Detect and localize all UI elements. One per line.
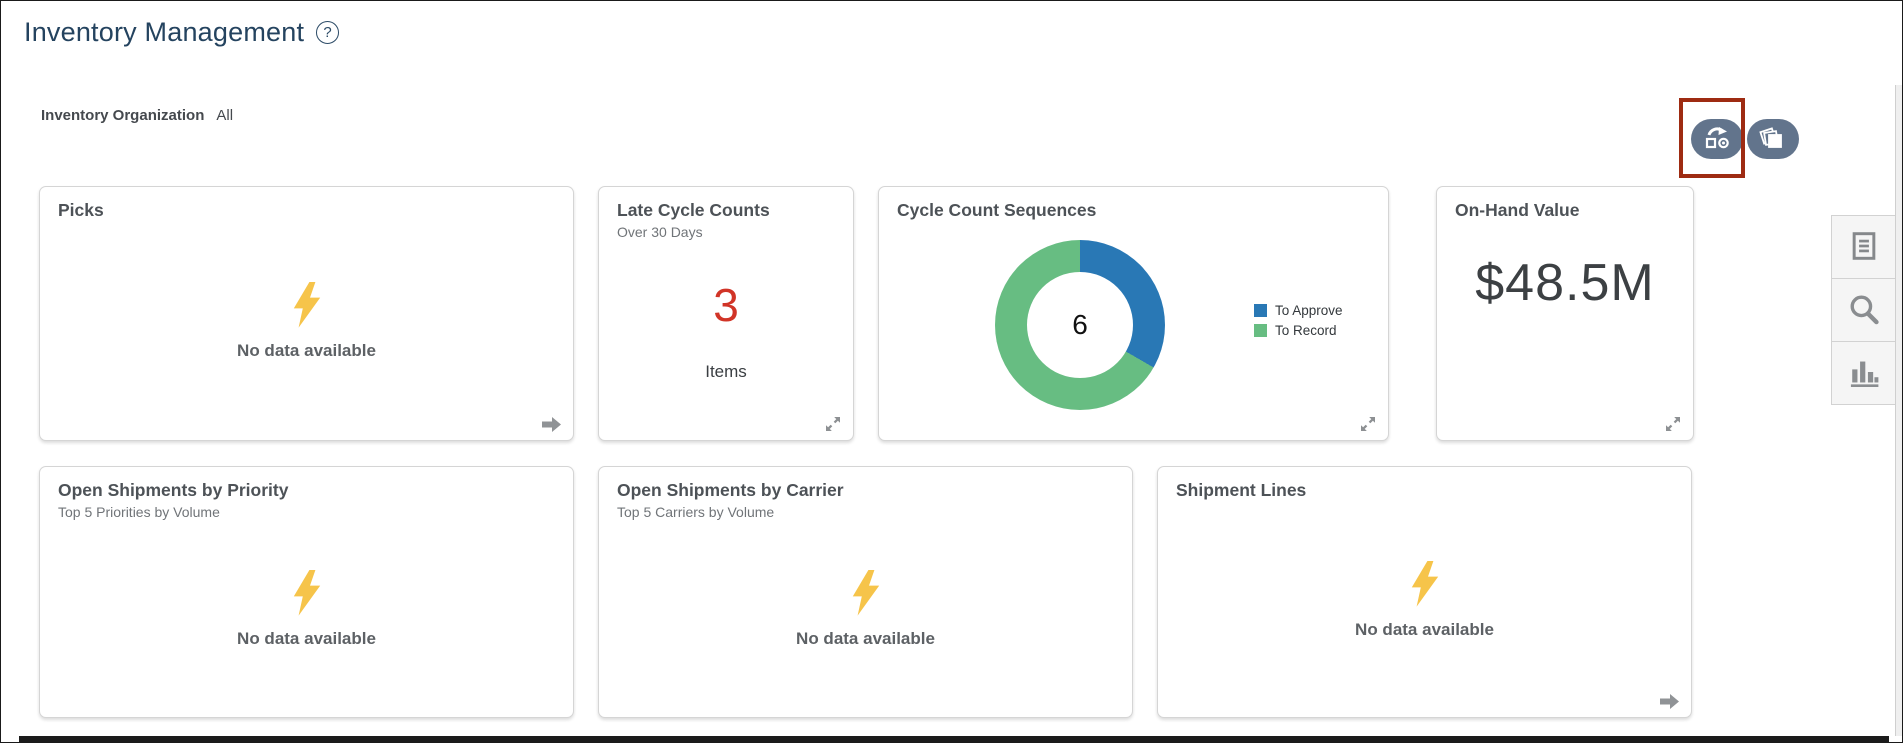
no-data-text: No data available — [237, 341, 376, 360]
card-title: Shipment Lines — [1176, 480, 1307, 500]
right-scrollbar-track[interactable] — [1895, 85, 1902, 736]
open-shipments-by-carrier-card[interactable]: Open Shipments by Carrier Top 5 Carriers… — [598, 466, 1133, 718]
shipment-lines-card[interactable]: Shipment Lines No data available — [1157, 466, 1692, 718]
page-title-text: Inventory Management — [24, 17, 305, 47]
legend-label: To Approve — [1275, 303, 1343, 318]
card-title: On-Hand Value — [1455, 200, 1580, 220]
lightning-bolt-icon — [849, 570, 883, 623]
side-toolbar — [1831, 215, 1897, 405]
late-cycle-counts-value: 3 — [713, 279, 739, 331]
donut-chart[interactable]: 6 — [995, 240, 1165, 410]
legend-swatch-green — [1254, 324, 1267, 337]
card-title: Cycle Count Sequences — [897, 200, 1097, 220]
no-data-text: No data available — [796, 629, 935, 648]
card-title: Open Shipments by Priority — [58, 480, 289, 500]
late-cycle-counts-card[interactable]: Late Cycle Counts Over 30 Days 3 Items — [598, 186, 854, 441]
expand-icon[interactable] — [1665, 416, 1681, 432]
no-data-text: No data available — [237, 629, 376, 648]
legend-label: To Record — [1275, 323, 1337, 338]
lightning-bolt-icon — [290, 282, 324, 335]
donut-hole: 6 — [1027, 272, 1133, 378]
cycle-count-sequences-card[interactable]: Cycle Count Sequences 6 To Approve To Re… — [878, 186, 1389, 441]
on-hand-value: $48.5M — [1475, 254, 1655, 312]
page-title: Inventory Management ? — [24, 17, 340, 48]
picks-card[interactable]: Picks No data available — [39, 186, 574, 441]
card-title: Picks — [58, 200, 104, 220]
no-data-text: No data available — [1355, 619, 1494, 639]
toggle-view-icon — [1702, 125, 1732, 154]
stacked-pages-icon — [1759, 125, 1787, 154]
legend-item-to-record: To Record — [1254, 323, 1343, 338]
document-view-button[interactable] — [1831, 215, 1897, 279]
bar-chart-icon — [1847, 355, 1881, 392]
help-icon[interactable]: ? — [316, 21, 340, 44]
donut-total-value: 6 — [1072, 309, 1088, 340]
filter-value[interactable]: All — [216, 107, 234, 124]
card-subtitle: Top 5 Carriers by Volume — [617, 504, 775, 520]
card-title: Open Shipments by Carrier — [617, 480, 844, 500]
open-shipments-by-priority-card[interactable]: Open Shipments by Priority Top 5 Priorit… — [39, 466, 574, 718]
filter-label: Inventory Organization — [41, 107, 205, 124]
search-button[interactable] — [1831, 278, 1897, 342]
search-icon — [1847, 292, 1881, 329]
window-bottom-edge — [19, 736, 1889, 742]
stacked-pages-view-button[interactable] — [1747, 119, 1799, 159]
expand-icon[interactable] — [1360, 416, 1376, 432]
bar-chart-view-button[interactable] — [1831, 341, 1897, 405]
inventory-organization-filter: Inventory Organization All — [41, 107, 233, 124]
on-hand-value-card[interactable]: On-Hand Value $48.5M — [1436, 186, 1694, 441]
chart-legend: To Approve To Record — [1254, 303, 1343, 338]
toggle-infolet-view-button[interactable] — [1691, 119, 1743, 159]
legend-swatch-blue — [1254, 304, 1267, 317]
drill-arrow-icon[interactable] — [542, 417, 561, 432]
late-cycle-counts-unit: Items — [705, 362, 747, 381]
lightning-bolt-icon — [1408, 560, 1442, 614]
legend-item-to-approve: To Approve — [1254, 303, 1343, 318]
document-icon — [1849, 230, 1879, 265]
lightning-bolt-icon — [290, 570, 324, 623]
card-subtitle: Over 30 Days — [617, 224, 703, 240]
drill-arrow-icon[interactable] — [1660, 694, 1679, 709]
card-title: Late Cycle Counts — [617, 200, 770, 220]
expand-icon[interactable] — [825, 416, 841, 432]
card-subtitle: Top 5 Priorities by Volume — [58, 504, 220, 520]
